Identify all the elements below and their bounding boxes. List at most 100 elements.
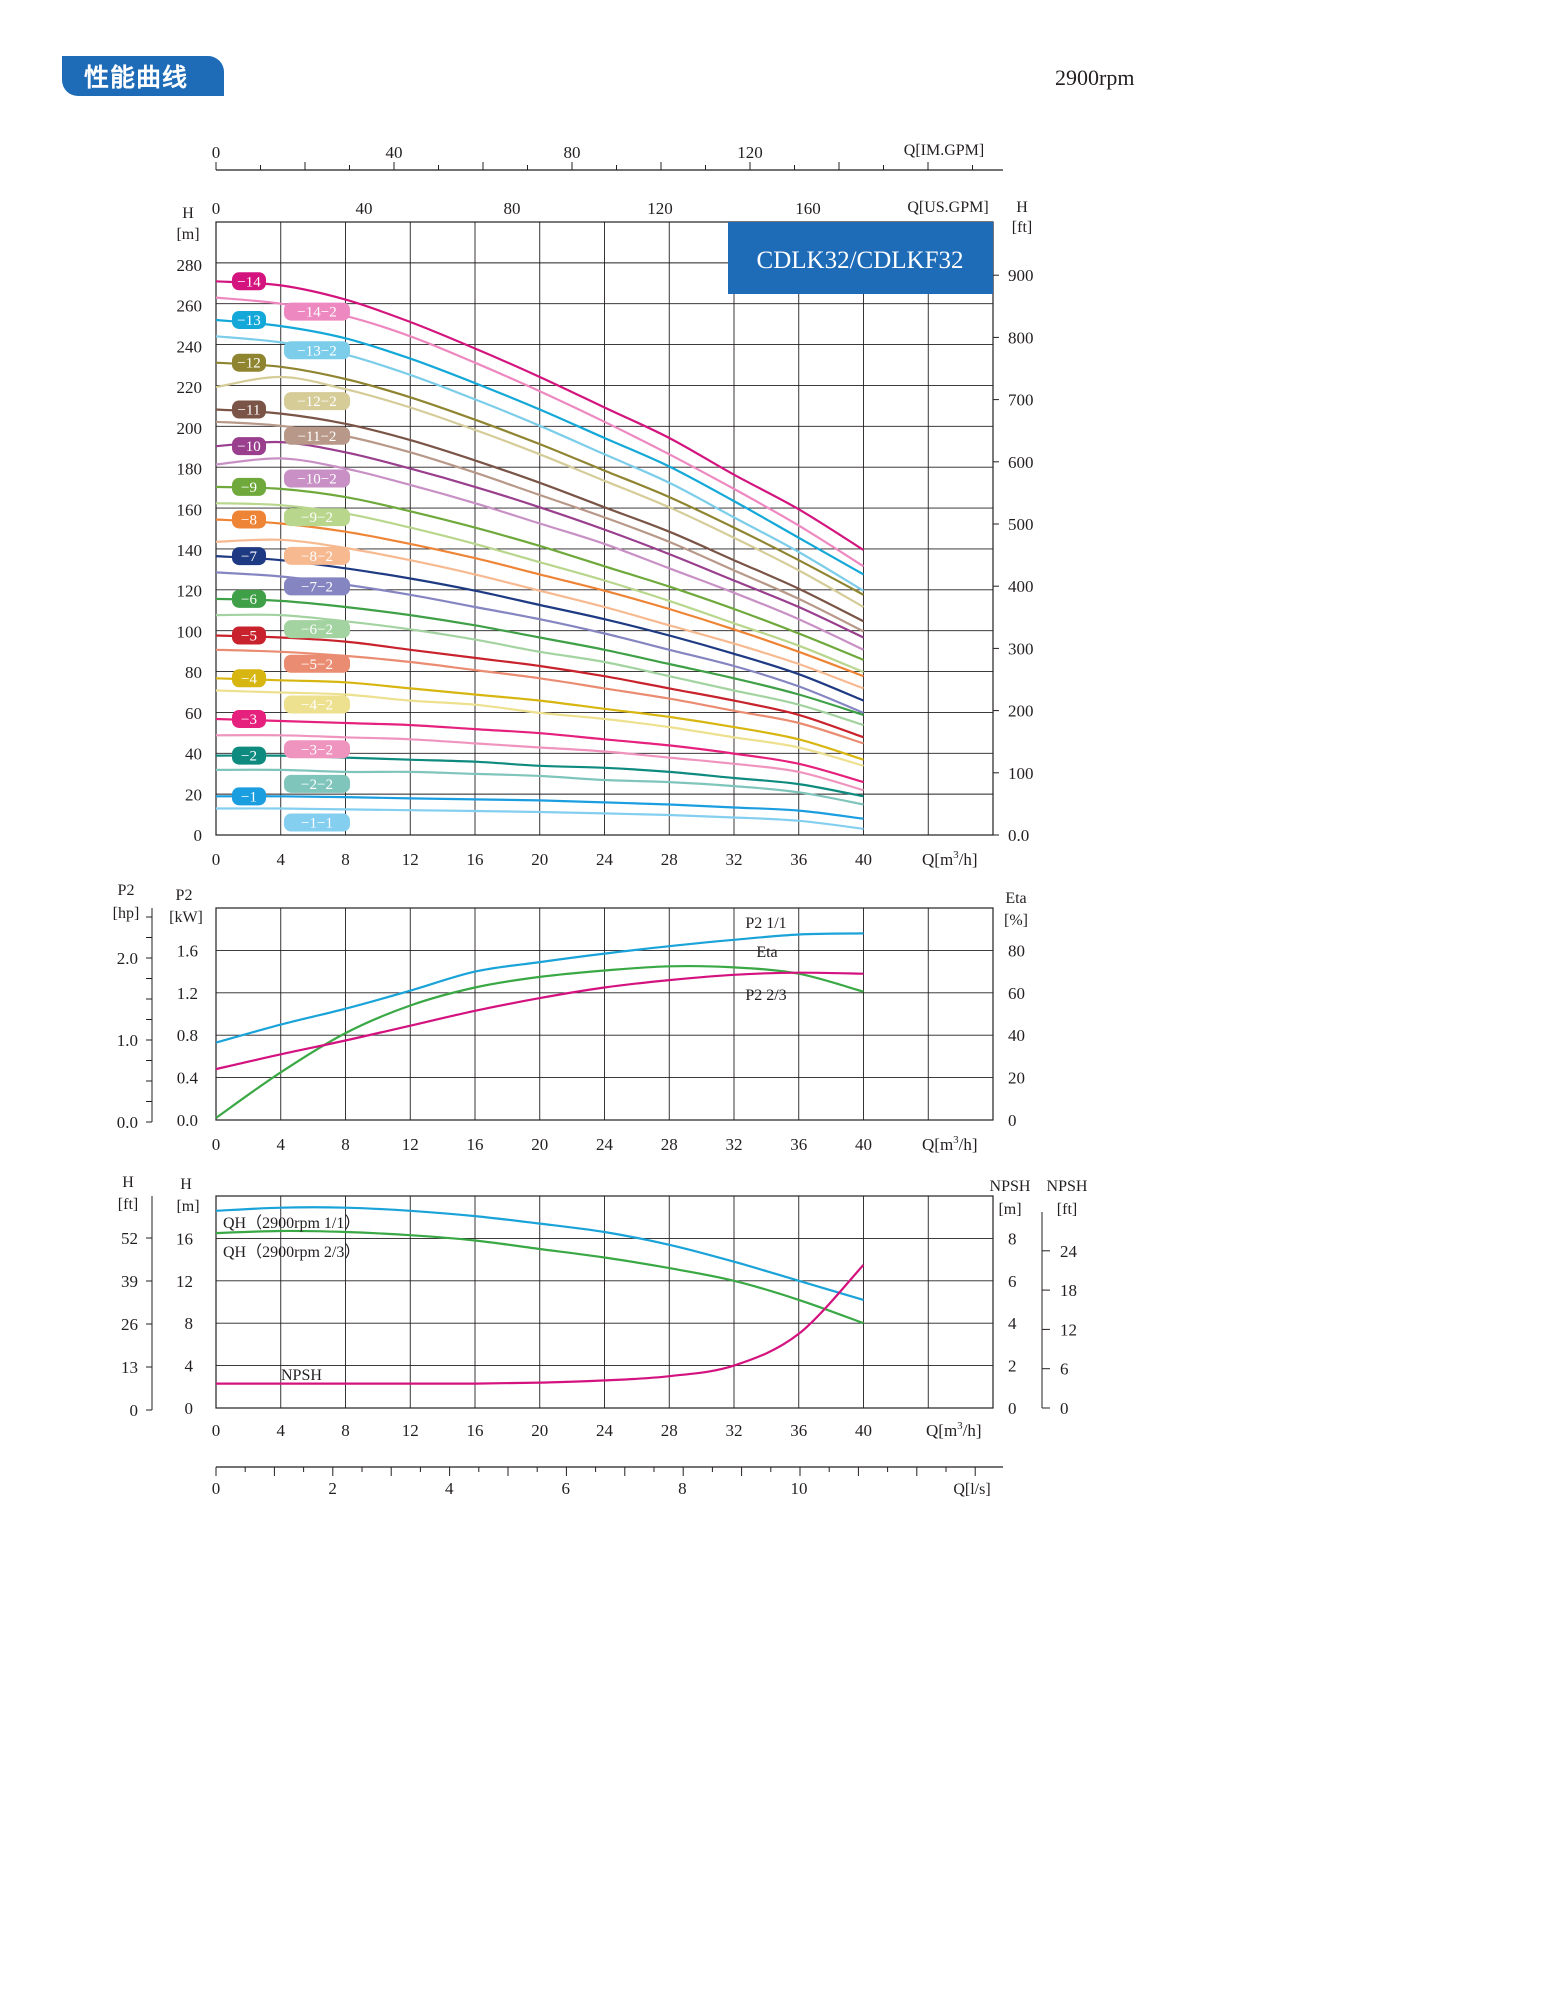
x-tick-label: 12 — [402, 1135, 419, 1154]
eta-tick-label: 20 — [1008, 1069, 1025, 1088]
ft-tick-label: 26 — [121, 1315, 138, 1334]
series-label: −1 — [241, 789, 257, 805]
im-gpm-axis-label: Q[IM.GPM] — [904, 142, 984, 159]
series-label: −4−2 — [301, 697, 333, 713]
series-label-pill — [232, 746, 266, 765]
series-label: −8 — [241, 512, 257, 528]
y-tick-label: 0.0 — [177, 1111, 198, 1130]
series-label: −3 — [241, 712, 257, 728]
series-line — [215, 1229, 864, 1325]
hp-tick-label: 1.0 — [117, 1031, 138, 1050]
series-label: −10 — [237, 439, 260, 455]
series-label: −10−2 — [297, 472, 336, 488]
lps-tick-label: 2 — [328, 1479, 337, 1498]
y-right-tick-label: 300 — [1008, 639, 1034, 658]
series-label: −8−2 — [301, 549, 333, 565]
y-tick-label: 0 — [185, 1399, 194, 1418]
series-annotation: QH（2900rpm 1/1） — [223, 1214, 360, 1232]
y-tick-label: 8 — [185, 1314, 194, 1333]
series-line — [215, 318, 865, 576]
npsh-ft-tick-label: 24 — [1060, 1242, 1078, 1261]
series-line — [215, 1206, 864, 1301]
y-tick-label: 1.2 — [177, 984, 198, 1003]
x-tick-label: 20 — [531, 1421, 548, 1440]
npsh-ft-tick-label: 0 — [1060, 1399, 1069, 1418]
eta-tick-label: 40 — [1008, 1026, 1025, 1045]
eta-tick-label: 80 — [1008, 941, 1025, 960]
lps-tick-label: 4 — [445, 1479, 454, 1498]
hp-tick-label: 0.0 — [117, 1113, 138, 1132]
series-label: −2 — [241, 749, 257, 765]
y-tick-label: 0.4 — [177, 1069, 199, 1088]
y-tick-label: 140 — [177, 541, 203, 560]
x-tick-label: 12 — [402, 1421, 419, 1440]
y-right-tick-label: 400 — [1008, 577, 1034, 596]
series-annotation: P2 1/1 — [745, 915, 786, 932]
series-label: −3−2 — [301, 742, 333, 758]
series-label-pill — [232, 272, 266, 291]
ft-tick-label: 39 — [121, 1272, 138, 1291]
series-line — [215, 648, 864, 745]
series-line — [215, 768, 864, 806]
x-tick-label: 16 — [467, 1421, 484, 1440]
series-line — [215, 807, 864, 830]
x-tick-label: 4 — [277, 1421, 286, 1440]
y-tick-label: 120 — [177, 582, 203, 601]
npsh-m-tick-label: 2 — [1008, 1357, 1017, 1376]
x-tick-label: 8 — [341, 1135, 350, 1154]
x-tick-label: 20 — [531, 1135, 548, 1154]
y-tick-label: 160 — [177, 500, 203, 519]
us-gpm-tick-label: 0 — [212, 199, 221, 218]
series-label-pill — [284, 813, 350, 832]
page-title: 性能曲线 — [84, 63, 189, 92]
npsh-m-tick-label: 8 — [1008, 1229, 1017, 1248]
series-label-pill — [284, 695, 350, 714]
series-annotation: NPSH — [281, 1367, 322, 1384]
series-label: −1−1 — [301, 816, 333, 832]
y-axis-label: [m] — [176, 226, 199, 243]
series-label-pill — [284, 577, 350, 596]
series-label: −5−2 — [301, 657, 333, 673]
series-annotation: QH（2900rpm 2/3） — [223, 1243, 360, 1261]
y-axis-label: [kW] — [169, 909, 203, 926]
eta-axis-label: [%] — [1004, 912, 1028, 929]
npsh-ft-tick-label: 18 — [1060, 1281, 1077, 1300]
x-tick-label: 8 — [341, 850, 350, 869]
series-line — [216, 1264, 865, 1385]
y-axis-label: [m] — [176, 1198, 199, 1215]
series-label-pill — [232, 787, 266, 806]
y-right-tick-label: 700 — [1008, 391, 1034, 410]
series-line — [215, 555, 864, 702]
npsh-m-tick-label: 0 — [1008, 1399, 1017, 1418]
series-label: −12 — [237, 356, 260, 372]
y-right-tick-label: 0.0 — [1008, 826, 1029, 845]
y-tick-label: 16 — [176, 1229, 193, 1248]
series-label-pill — [232, 400, 266, 419]
x-tick-label: 24 — [596, 1135, 614, 1154]
lps-tick-label: 0 — [212, 1479, 221, 1498]
series-label-pill — [284, 740, 350, 759]
series-line — [215, 375, 865, 608]
x-tick-label: 32 — [726, 1135, 743, 1154]
series-label-pill — [232, 477, 266, 496]
eta-axis-label: Eta — [1005, 890, 1026, 907]
series-label-pill — [232, 353, 266, 372]
series-label: −11−2 — [298, 429, 337, 445]
y-right-axis-label: [ft] — [1012, 219, 1032, 236]
lps-tick-label: 6 — [562, 1479, 571, 1498]
y-tick-label: 40 — [185, 745, 202, 764]
lps-axis-label: Q[l/s] — [953, 1481, 990, 1498]
series-line — [215, 634, 864, 739]
series-line — [215, 597, 864, 716]
y-tick-label: 12 — [176, 1272, 193, 1291]
y-tick-label: 0.8 — [177, 1026, 198, 1045]
y-tick-label: 100 — [177, 622, 203, 641]
y-tick-label: 4 — [185, 1357, 194, 1376]
npsh-ft-axis-label: NPSH — [1047, 1178, 1088, 1195]
power-efficiency-chart: 0 4 8 12 16 20 24 28 32 36 40 Q[m3/h] 0.0 0.4 0.8 1.2 1.… — [113, 882, 1028, 1154]
us-gpm-tick-label: 40 — [356, 199, 373, 218]
x-axis-label: Q[m3/h] — [922, 1134, 978, 1154]
series-label-pill — [284, 341, 350, 360]
series-label-pill — [284, 469, 350, 488]
series-line — [215, 280, 865, 551]
